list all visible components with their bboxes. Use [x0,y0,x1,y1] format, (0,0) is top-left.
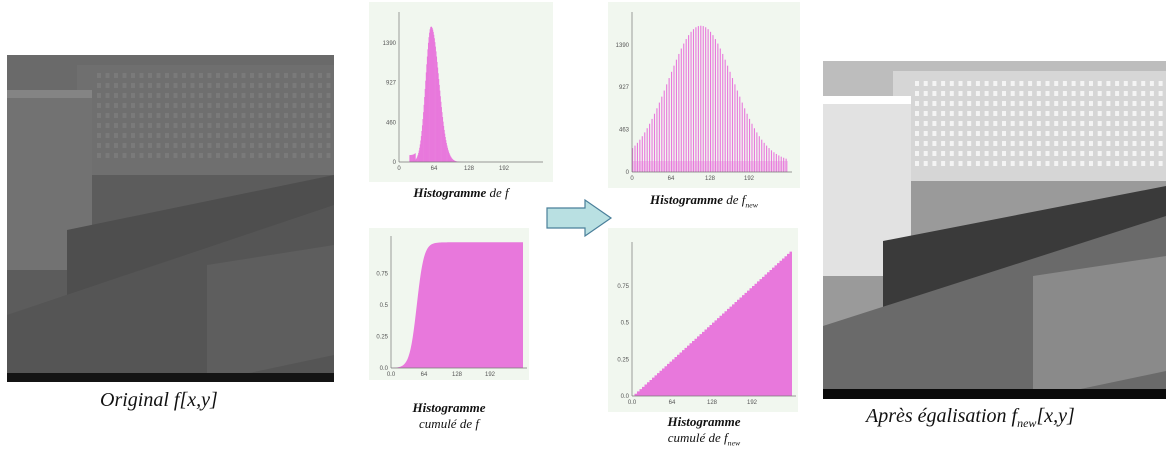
equalized-caption-prefix: Après égalisation f [866,405,1017,427]
x-tick-label: 128 [452,372,463,378]
histogram-bar [664,91,665,172]
original-image [7,55,334,382]
x-tick-label: 192 [744,176,755,182]
y-tick-label: 460 [386,121,397,127]
y-tick-label: 0.75 [376,272,388,278]
histogram-bar [715,39,716,172]
y-tick-label: 0.0 [380,366,389,372]
histogram-fnew-caption-bold: Histogramme [650,192,723,207]
histogram-f-panel: 0 64 128 192 0 460 927 1390 [369,2,553,182]
cumulative-area [632,249,792,396]
histogram-bar [703,26,704,172]
cumulative-f-panel: 0.0 64 128 192 0.0 0.25 0.5 0.75 [369,228,529,380]
histogram-f-chart: 0 64 128 192 0 460 927 1390 [369,2,553,182]
cumulative-fnew-chart: 0.0 64 128 192 0.0 0.25 0.5 0.75 [608,228,798,412]
histogram-bar [671,72,672,172]
y-tick-label: 927 [386,81,397,87]
x-tick-label: 192 [485,372,496,378]
original-caption: Original f[x,y] [100,389,218,412]
histogram-bar [705,27,706,172]
histogram-bar [678,54,679,172]
histogram-bar [732,78,733,172]
histogram-bar [734,84,735,172]
histogram-fnew-caption: Histogramme de fnew [608,192,800,214]
x-tick-label: 0.0 [387,372,396,378]
y-tick-label: 463 [619,128,630,134]
y-tick-label: 0.25 [376,335,388,341]
histogram-bar [666,84,667,172]
histogram-fnew-caption-rest: de f [723,192,745,207]
cumulative-f-caption-line1: Histogramme [369,400,529,416]
y-tick-label: 0.5 [380,303,389,309]
cumulative-fnew-caption: Histogramme cumulé de fnew [608,414,800,452]
x-tick-label: 64 [668,176,675,182]
x-tick-label: 64 [669,400,676,406]
histogram-f-caption-rest: de f [486,185,508,200]
histogram-bar [727,66,728,172]
y-tick-label: 927 [619,85,630,91]
x-tick-label: 0 [630,176,634,182]
histogram-bar [717,44,718,172]
y-tick-label: 1390 [616,43,630,49]
x-tick-label: 192 [499,166,510,172]
x-tick-label: 128 [705,176,716,182]
histogram-bar [691,32,692,172]
histogram-bar [725,60,726,172]
cumulative-fnew-caption-sub: new [728,439,741,448]
cumulative-f-caption-line2: cumulé de f [369,416,529,432]
histogram-bar [695,27,696,172]
histogram-fnew-chart: 0 64 128 192 0 463 927 1390 [608,2,800,188]
cumulative-f-caption: Histogramme cumulé de f [369,400,529,432]
x-tick-label: 64 [421,372,428,378]
y-tick-label: 0.5 [621,321,630,327]
histogram-bar [683,44,684,172]
histogram-bar [673,66,674,172]
histogram-bar [710,32,711,172]
cumulative-fnew-caption-line2-wrap: cumulé de fnew [608,430,800,452]
cumulative-f-chart: 0.0 64 128 192 0.0 0.25 0.5 0.75 [369,228,529,380]
y-tick-label: 0 [393,160,397,166]
histogram-bar [730,72,731,172]
right-arrow-icon [545,198,613,238]
x-tick-label: 128 [464,166,475,172]
equalized-image [823,61,1166,399]
histogram-bar [720,49,721,172]
histogram-bar [708,29,709,172]
x-tick-label: 192 [747,400,758,406]
y-tick-label: 1390 [383,41,397,47]
histogram-bar [676,60,677,172]
histogram-bar [739,97,740,172]
equalized-caption-suffix: [x,y] [1036,405,1074,427]
histogram-f-caption-bold: Histogramme [413,185,486,200]
y-tick-label: 0.0 [621,394,630,400]
histogram-bar [688,35,689,172]
y-tick-label: 0 [626,170,630,176]
histogram-fnew-panel: 0 64 128 192 0 463 927 1390 [608,2,800,188]
histogram-base [632,161,788,172]
x-tick-label: 64 [431,166,438,172]
histogram-bar [698,26,699,172]
x-tick-label: 128 [707,400,718,406]
cumulative-fnew-caption-line1: Histogramme [608,414,800,430]
histogram-fnew-caption-sub: new [745,201,758,210]
histogram-bar [737,91,738,172]
x-tick-label: 0 [397,166,401,172]
x-tick-label: 0.0 [628,400,637,406]
y-tick-label: 0.25 [617,357,629,363]
cumulative-area [391,242,523,368]
histogram-bar [722,54,723,172]
histogram-bar [686,39,687,172]
histogram-bar [712,35,713,172]
equalized-caption-sub: new [1017,416,1036,430]
histogram-bar [661,97,662,172]
histogram-bar [669,78,670,172]
cumulative-fnew-caption-line2: cumulé de f [668,430,728,445]
y-tick-label: 0.75 [617,284,629,290]
histogram-f-caption: Histogramme de f [369,185,553,201]
equalized-caption: Après égalisation fnew[x,y] [866,405,1075,431]
histogram-bar [681,49,682,172]
cumulative-fnew-panel: 0.0 64 128 192 0.0 0.25 0.5 0.75 [608,228,798,412]
histogram-bar [700,26,701,172]
histogram-bar [693,29,694,172]
